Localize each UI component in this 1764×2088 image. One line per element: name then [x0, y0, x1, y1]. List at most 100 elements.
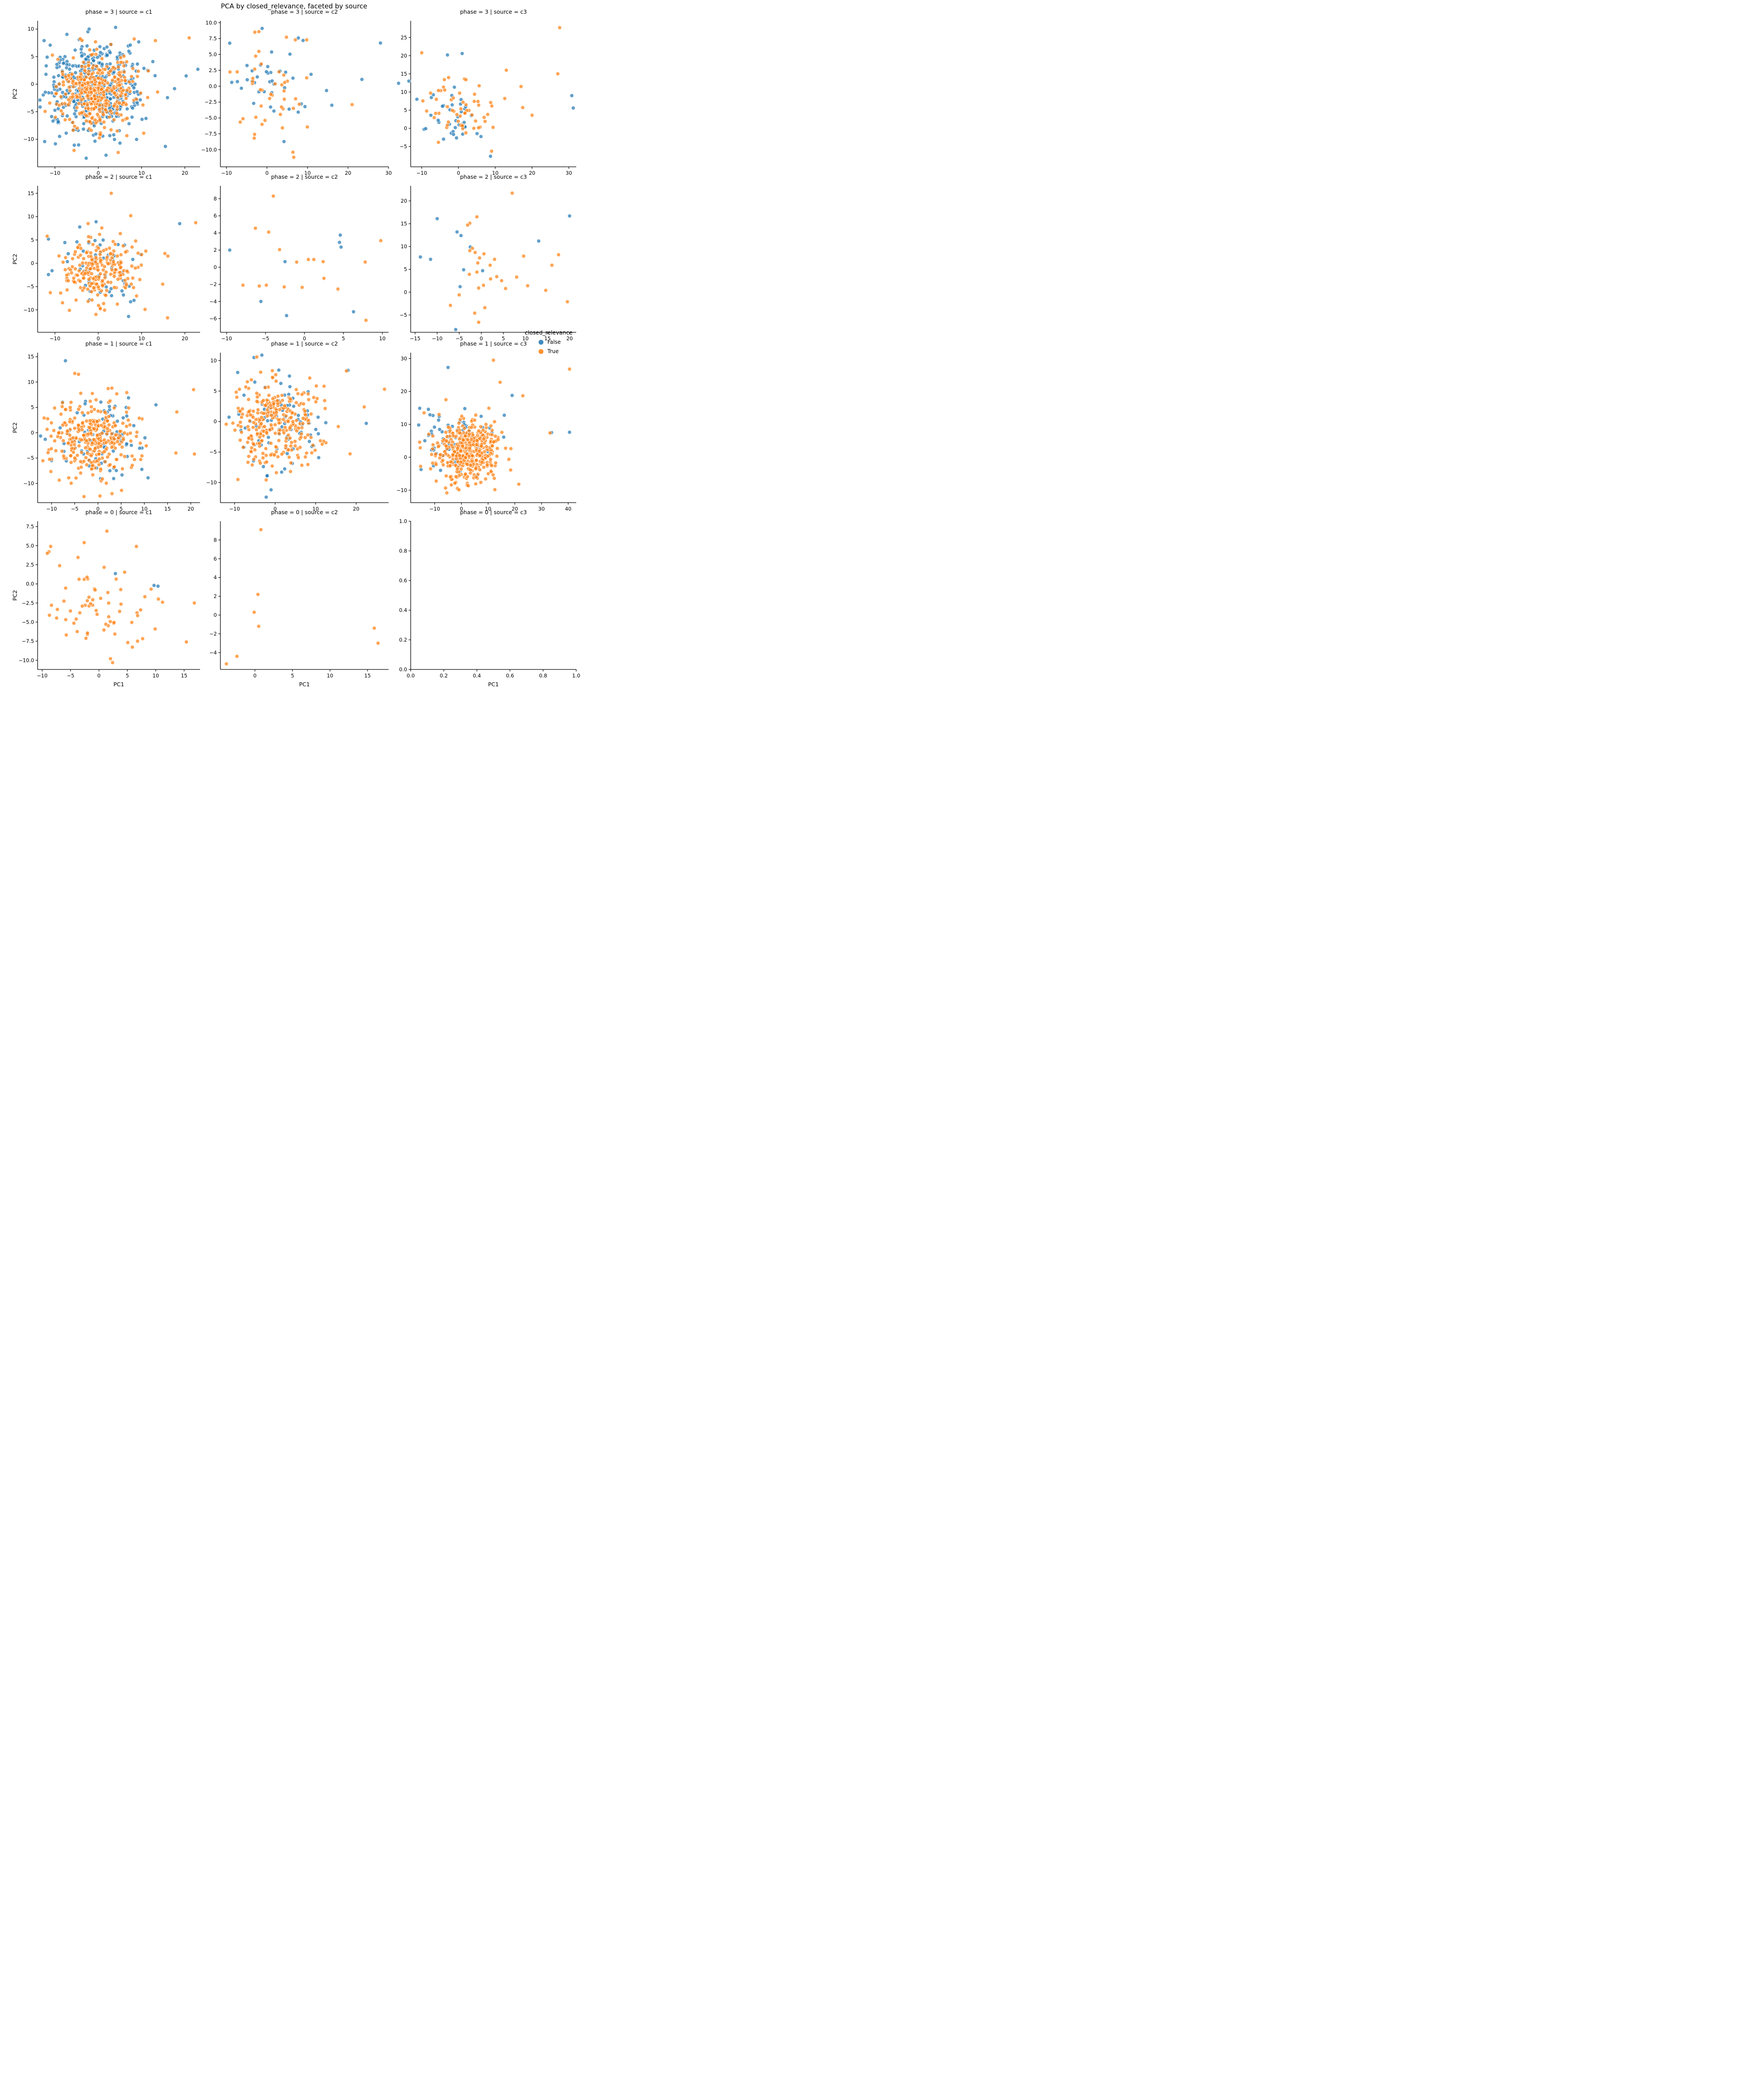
facet-phase-2-source-c3: phase = 2 | source = c3 −15 −10 −5 0 5 10 15 20 2…	[383, 173, 582, 353]
x-tick-label: 0	[266, 170, 269, 176]
x-tick-label: −5	[71, 506, 78, 512]
y-axis-label: PC2	[12, 88, 18, 99]
points-layer	[227, 26, 383, 160]
facet-phase-2-source-c2: phase = 2 | source = c2 −10 −5 0 5 10 8 6 4 2 0 −2−…	[193, 173, 394, 353]
x-tick-label: 30	[566, 170, 572, 176]
x-tick-label: 20	[566, 335, 573, 342]
x-tick-label: 0	[460, 506, 463, 512]
points-layer	[227, 194, 383, 323]
points-layer	[224, 353, 387, 500]
x-tick-label: 5	[502, 335, 505, 342]
facet-plot: −10 0 10 20 10 5 0 −5 −10 PC2	[12, 21, 200, 176]
y-tick-label: −10.0	[19, 657, 34, 663]
y-tick-label: 10	[210, 358, 217, 364]
x-tick-label: 15	[364, 673, 371, 679]
y-tick-label: 10.0	[205, 19, 217, 26]
y-tick-label: 0	[404, 125, 407, 131]
x-tick-label: 0	[457, 170, 460, 176]
figure-title: PCA by closed_relevance, faceted by sour…	[221, 2, 367, 10]
figure: PCA by closed_relevance, faceted by sour…	[0, 0, 588, 696]
y-tick-label: 5.0	[26, 542, 34, 549]
points-layer	[45, 191, 198, 320]
y-tick-label: 20	[401, 53, 407, 59]
x-tick-label: 0	[96, 170, 100, 176]
facet-phase-3-source-c2: phase = 3 | source = c2 −10 0 10 20 30 10.0 7.5…	[193, 8, 394, 187]
y-tick-label: 15	[401, 71, 407, 77]
x-tick-label: 0	[303, 335, 306, 342]
facet-plot: −10 −5 0 5 10 15 20 15 10 5 0 −5 −10 PC2	[12, 353, 200, 512]
y-tick-label: −5	[400, 143, 407, 150]
x-tick-label: 0	[480, 335, 483, 342]
y-tick-label: 15	[27, 190, 34, 196]
x-tick-label: 10	[492, 170, 499, 176]
y-tick-label: 0.0	[26, 581, 34, 587]
y-tick-label: −5.0	[22, 619, 34, 625]
facet-plot: −10 0 10 20 10 5 0 −5 −10	[206, 353, 389, 512]
facet-phase-0-source-c2: phase = 0 | source = c2 0 5 10 15 8 6 4 2 0 −2 −4 PC…	[193, 508, 394, 690]
x-tick-label: 40	[565, 506, 572, 512]
facet-plot: −10 −5 0 5 10 15 7.5 5.0 2.5 0.0 −2.5 −5.0 −7.5 −10.0…	[12, 521, 200, 688]
y-tick-label: 5	[404, 107, 407, 113]
y-tick-label: 15	[401, 221, 407, 227]
facet-title: phase = 2 | source = c3	[460, 173, 527, 180]
facet-phase-1-source-c1: phase = 1 | source = c1 −10 −5 0 5 10 15 20 15 10…	[10, 339, 205, 523]
y-tick-label: 2.5	[209, 67, 217, 73]
facet-plot: −10 −5 0 5 10 8 6 4 2 0 −2 −4 −6	[209, 186, 389, 342]
x-axis-label: PC1	[113, 681, 124, 688]
y-tick-label: 6	[214, 213, 217, 219]
x-tick-label: 10	[485, 506, 492, 512]
x-tick-label: −5	[455, 335, 463, 342]
x-tick-label: 5	[126, 673, 129, 679]
y-tick-label: −4	[209, 298, 217, 304]
x-tick-label: 0	[253, 673, 256, 679]
y-tick-label: 4	[214, 574, 217, 581]
facet-title: phase = 3 | source = c3	[460, 8, 527, 15]
y-tick-label: 0.6	[399, 577, 407, 584]
x-tick-label: 5	[291, 673, 294, 679]
y-tick-label: −5.0	[204, 115, 217, 121]
y-tick-label: 1.0	[399, 518, 407, 524]
y-tick-label: 2	[214, 593, 217, 600]
y-tick-label: 0	[31, 430, 34, 436]
x-tick-label: −10	[221, 170, 232, 176]
facet-title: phase = 0 | source = c3	[460, 509, 527, 515]
x-tick-label: 0	[273, 506, 277, 512]
x-tick-label: 10	[379, 335, 386, 342]
y-tick-label: 0	[214, 419, 217, 425]
facet-title: phase = 0 | source = c2	[271, 509, 338, 515]
y-tick-label: 0	[31, 81, 34, 87]
y-tick-label: −10.0	[201, 146, 217, 153]
x-tick-label: 10	[522, 335, 529, 342]
x-tick-label: 5	[342, 335, 345, 342]
x-tick-label: 1.0	[572, 673, 580, 679]
y-tick-label: −5	[27, 284, 34, 290]
x-tick-label: 10	[141, 506, 148, 512]
facet-plot: 0 5 10 15 8 6 4 2 0 −2 −4 PC1	[209, 521, 389, 688]
y-tick-label: 0	[214, 264, 217, 270]
x-tick-label: −5	[262, 335, 270, 342]
y-tick-label: 0	[404, 454, 407, 460]
points-layer	[396, 25, 576, 158]
x-axis-label: PC1	[488, 681, 499, 688]
x-tick-label: 20	[529, 170, 535, 176]
points-layer	[224, 527, 381, 666]
y-tick-label: 10	[27, 379, 34, 385]
facet-plot: −10 0 10 20 30 10.0 7.5 5.0 2.5 0.0 −2.5 −5.0 −7.5 −1…	[201, 19, 392, 176]
facet-title: phase = 1 | source = c2	[271, 340, 338, 347]
facet-title: phase = 2 | source = c2	[271, 173, 338, 180]
x-tick-label: 20	[181, 170, 188, 176]
x-tick-label: −10	[416, 170, 427, 176]
y-tick-label: 6	[214, 556, 217, 562]
legend-entry-false: False	[539, 339, 588, 345]
points-layer	[45, 529, 196, 665]
facet-title: phase = 3 | source = c2	[271, 8, 338, 15]
x-tick-label: 30	[538, 506, 545, 512]
y-axis-label: PC2	[12, 422, 18, 433]
y-tick-label: 5	[31, 237, 34, 243]
y-tick-label: 0.4	[399, 607, 407, 613]
y-tick-label: 2.5	[26, 561, 34, 568]
facet-phase-3-source-c1: phase = 3 | source = c1 −10 0 10 20 10 5 0 −5 −10…	[10, 8, 205, 187]
y-tick-label: −5	[209, 449, 217, 455]
y-tick-label: 4	[214, 230, 217, 236]
x-tick-label: −10	[37, 673, 47, 679]
